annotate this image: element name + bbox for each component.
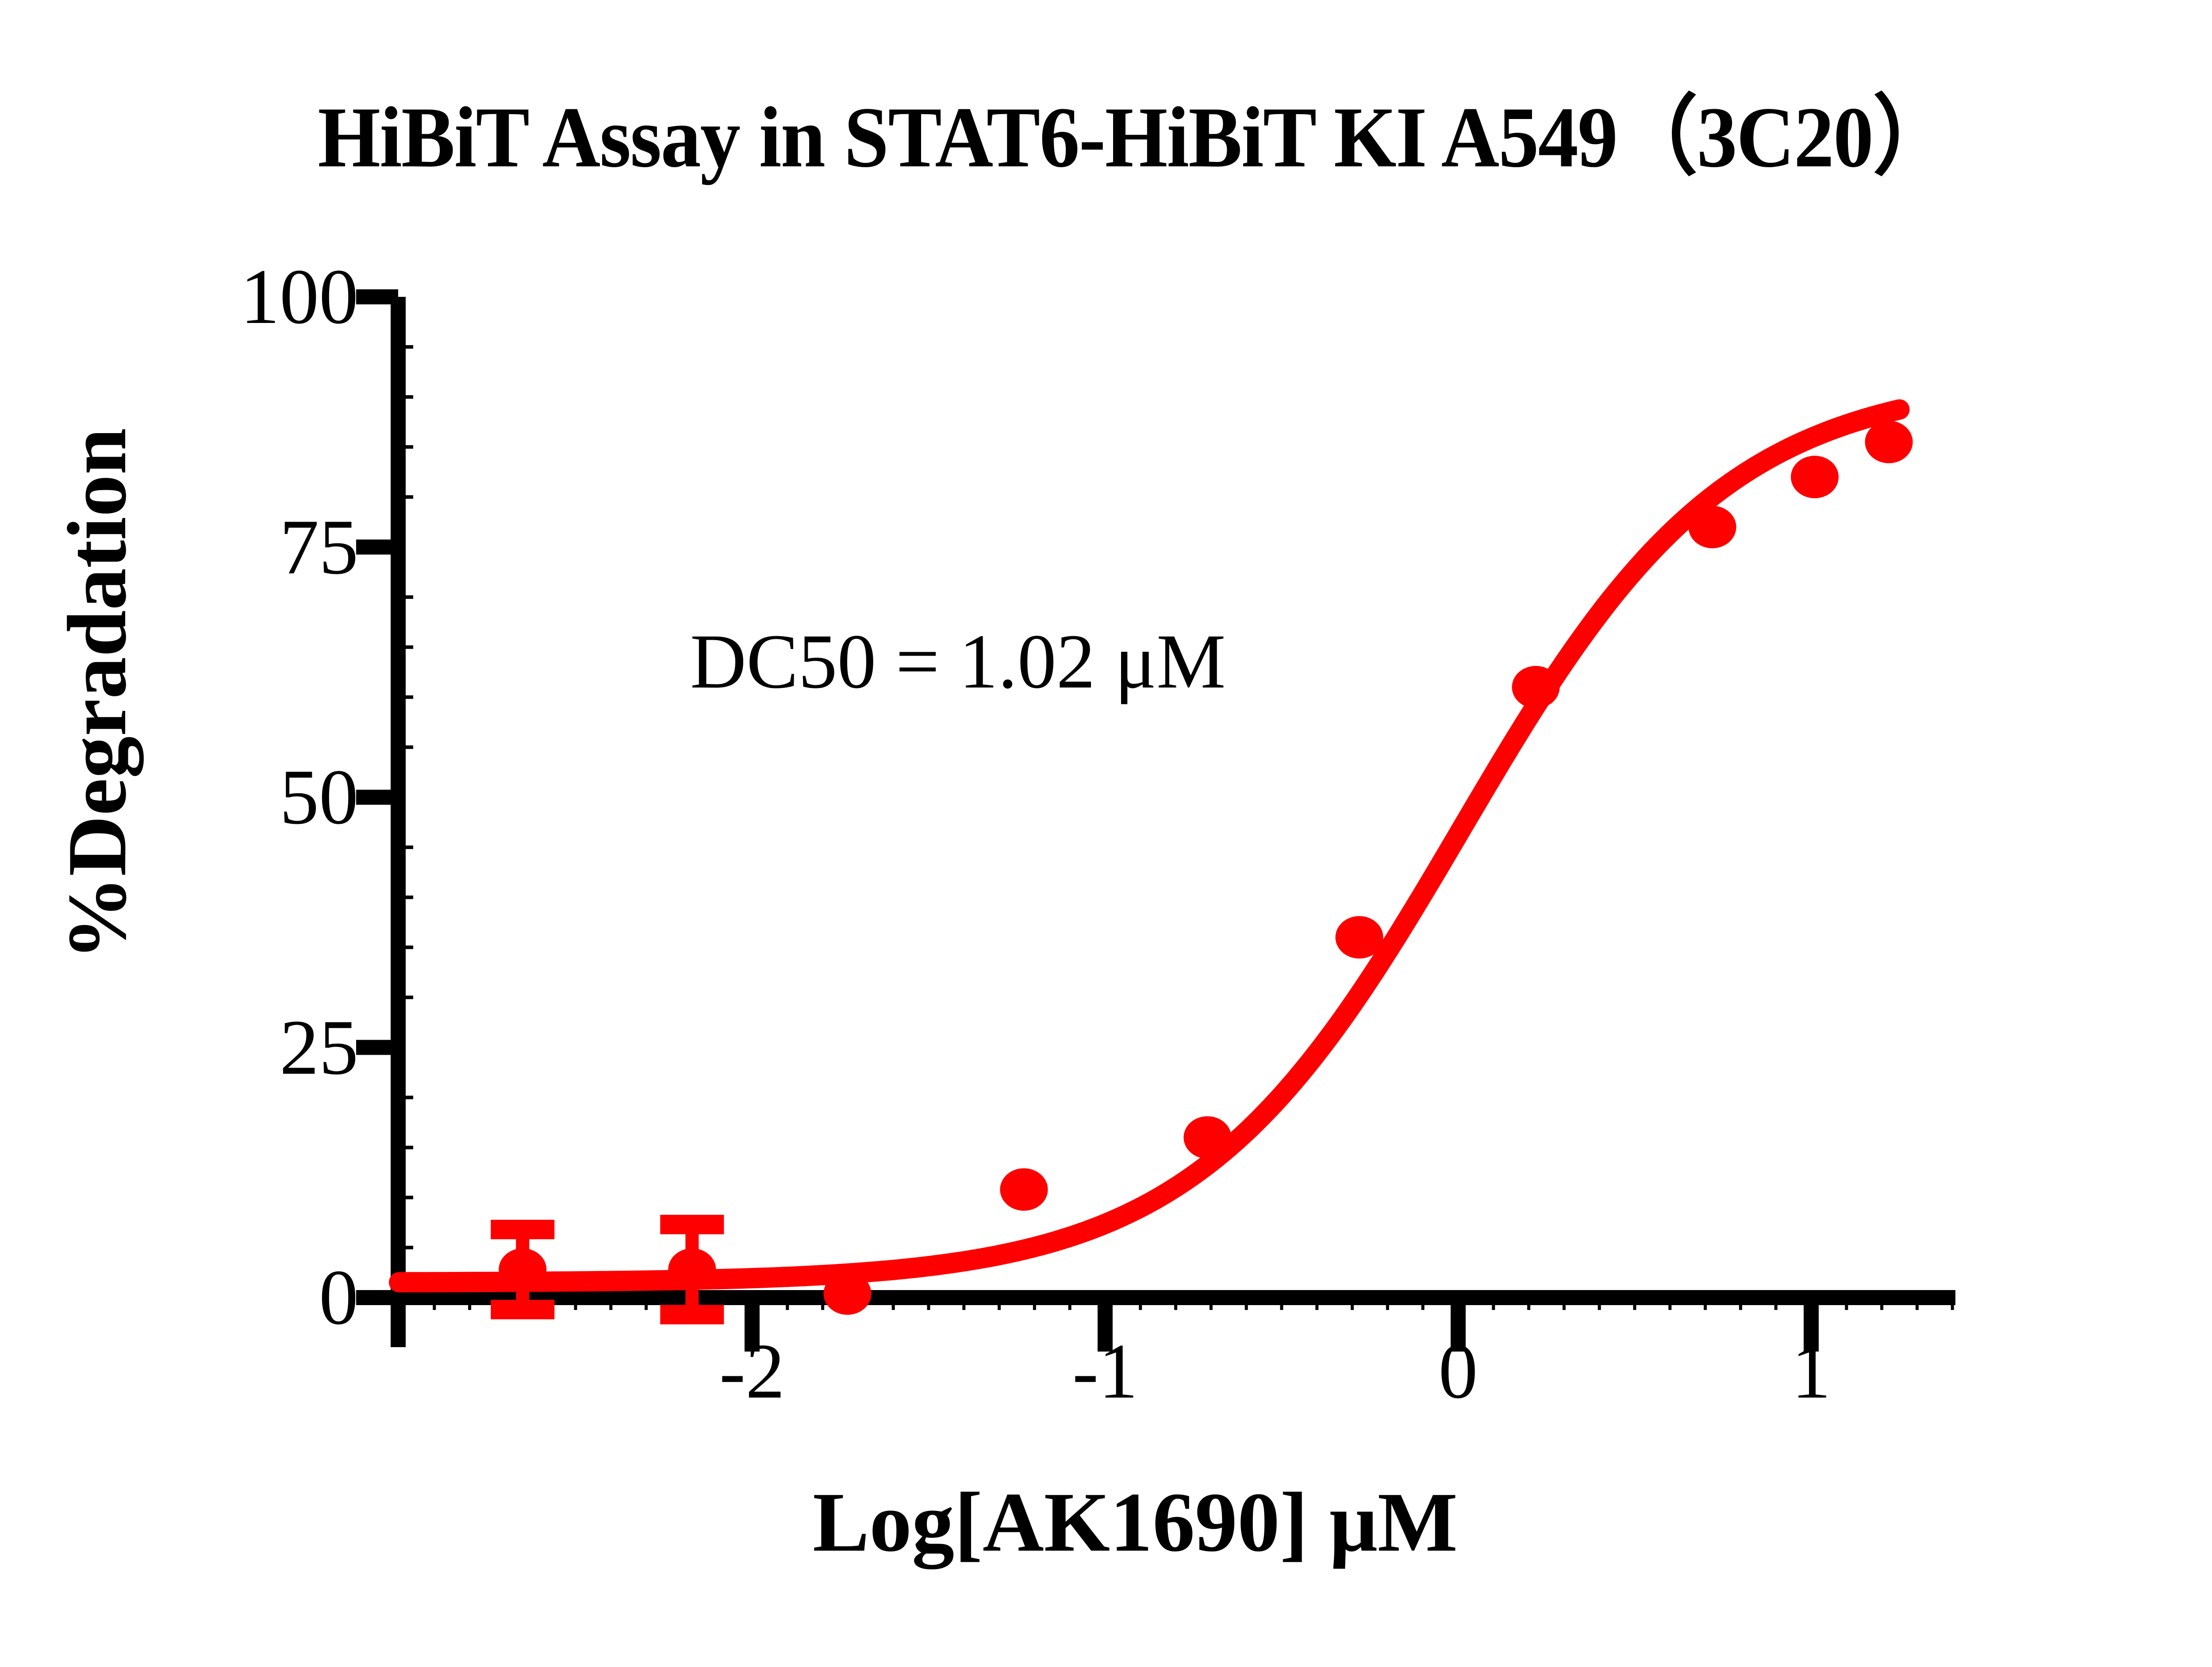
dc50-annotation: DC50 = 1.02 μM — [690, 618, 1226, 705]
data-point — [1183, 1116, 1232, 1159]
x-axis-title: Log[AK1690] μM — [813, 1475, 1458, 1569]
data-point — [823, 1272, 872, 1315]
data-point — [1512, 666, 1560, 709]
data-point — [1000, 1168, 1048, 1211]
y-tick-label-25: 25 — [280, 1003, 358, 1091]
data-point — [1335, 916, 1383, 959]
y-tick-label-0: 0 — [319, 1253, 358, 1341]
y-tick-label-75: 75 — [280, 503, 358, 591]
data-point — [499, 1248, 547, 1291]
page-title: HiBiT Assay in STAT6-HiBiT KI A549（3C20） — [318, 89, 1953, 185]
data-point — [1688, 506, 1736, 549]
y-tick-label-100: 100 — [240, 253, 358, 340]
data-point — [668, 1248, 716, 1291]
data-points-group — [499, 420, 1913, 1315]
data-point — [1865, 420, 1913, 463]
axes-group — [356, 289, 1955, 1352]
fit-curve-group — [389, 399, 1910, 1293]
fit-curve — [389, 399, 1910, 1293]
x-axis-tick-labels: -2 -1 0 1 — [0, 1332, 2212, 1464]
y-axis-tick-labels: 0 25 50 75 100 — [111, 0, 358, 1667]
data-point — [1790, 456, 1839, 499]
y-tick-label-50: 50 — [280, 753, 358, 841]
